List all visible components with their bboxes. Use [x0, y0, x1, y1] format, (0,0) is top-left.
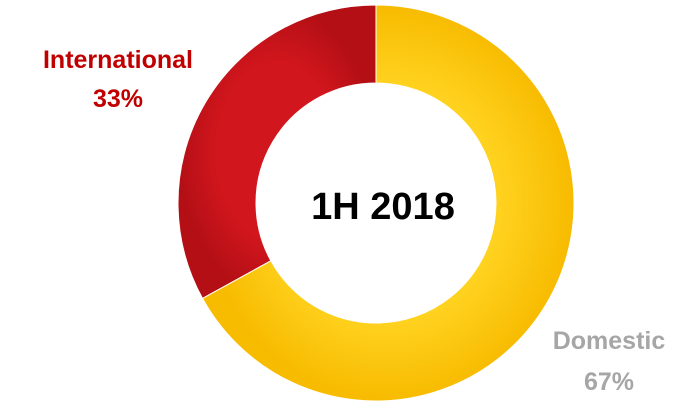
domestic-slice-label: Domestic [553, 327, 666, 355]
international-slice-label: International [43, 46, 193, 74]
donut-slice-international [177, 4, 377, 300]
center-label: 1H 2018 [311, 186, 455, 228]
domestic-slice-percent: 67% [584, 368, 634, 396]
international-slice-percent: 33% [93, 85, 143, 113]
donut-slice-domestic [201, 4, 575, 402]
donut-slices [177, 4, 575, 402]
